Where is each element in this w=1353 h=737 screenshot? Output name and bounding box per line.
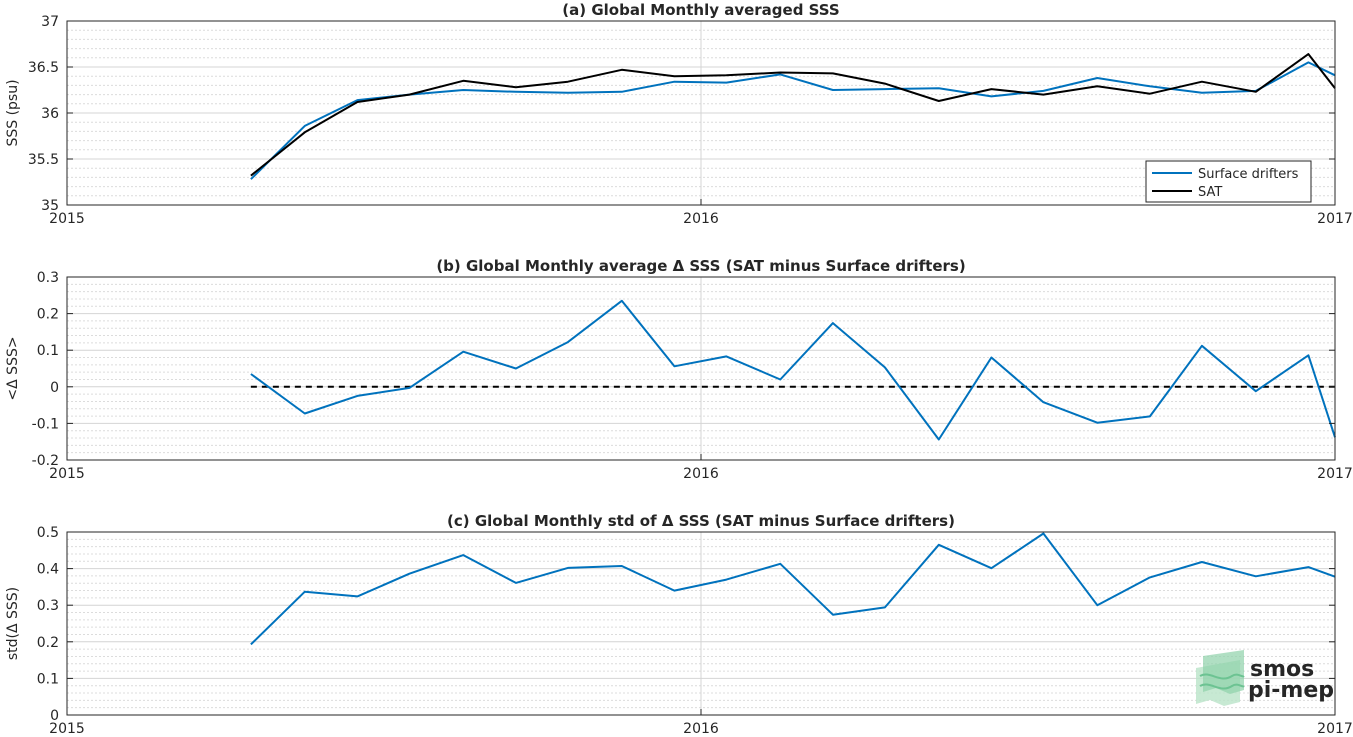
x-tick-label: 2015	[49, 466, 85, 482]
panel-b: -0.2 -0.1 0 0.1 0.2 0.3 2015 2016 2017 (b) Global…	[5, 257, 1353, 482]
chart-title: (b) Global Monthly average Δ SSS (SAT mi…	[436, 257, 965, 275]
panel-c: 0 0.1 0.2 0.3 0.4 0.5 2015 2016 2017 (c) Global M…	[5, 512, 1353, 737]
y-tick-label: 0.4	[37, 562, 59, 578]
x-tick-label: 2017	[1317, 721, 1353, 737]
legend-entry: Surface drifters	[1198, 167, 1299, 182]
y-tick-label: 0.2	[37, 635, 59, 651]
x-tick-label: 2017	[1317, 211, 1353, 227]
x-tick-label: 2016	[683, 466, 719, 482]
x-tick-label: 2015	[49, 721, 85, 737]
y-tick-label: 35	[41, 198, 59, 214]
y-tick-label: 0.1	[37, 343, 59, 359]
y-tick-label: 36.5	[28, 60, 59, 76]
x-tick-label: 2016	[683, 211, 719, 227]
panel-a: 35 35.5 36 36.5 37 2015 2016 2017 (a) Global Mon…	[5, 1, 1353, 227]
x-tick-label: 2017	[1317, 466, 1353, 482]
series-line-surface-drifters	[250, 61, 1336, 180]
y-tick-label: 0.3	[37, 270, 59, 286]
chart-title: (a) Global Monthly averaged SSS	[562, 1, 839, 19]
logo-text-line1: smos	[1250, 657, 1314, 682]
y-tick-label: 35.5	[28, 152, 59, 168]
x-tick-label: 2015	[49, 211, 85, 227]
y-tick-label: 0.2	[37, 307, 59, 323]
y-tick-label: -0.1	[32, 416, 59, 432]
smos-pi-mep-logo: smos pi-mep	[1196, 650, 1334, 706]
y-axis-label: <Δ SSS>	[5, 336, 21, 400]
y-tick-label: 0.3	[37, 598, 59, 614]
series-line-delta-sss-1	[250, 299, 1336, 441]
y-tick-label: 0	[50, 708, 59, 724]
y-tick-label: 0.5	[37, 525, 59, 541]
legend: Surface drifters SAT	[1145, 160, 1312, 203]
series-line-sat	[250, 53, 1336, 177]
series-line-delta-sss-2	[250, 532, 1336, 646]
logo-text-line2: pi-mep	[1248, 678, 1334, 703]
logo-mark-icon	[1196, 650, 1245, 706]
y-tick-label: -0.2	[32, 453, 59, 469]
x-tick-label: 2016	[683, 721, 719, 737]
chart-title: (c) Global Monthly std of Δ SSS (SAT min…	[447, 512, 955, 530]
y-tick-label: 0.1	[37, 671, 59, 687]
legend-entry: SAT	[1198, 185, 1222, 200]
legend-box	[1145, 160, 1312, 203]
y-tick-label: 37	[41, 14, 59, 30]
y-tick-label: 36	[41, 106, 59, 122]
y-axis-label: SSS (psu)	[5, 79, 21, 146]
y-tick-label: 0	[50, 380, 59, 396]
y-axis-label: std(Δ SSS)	[5, 587, 21, 660]
